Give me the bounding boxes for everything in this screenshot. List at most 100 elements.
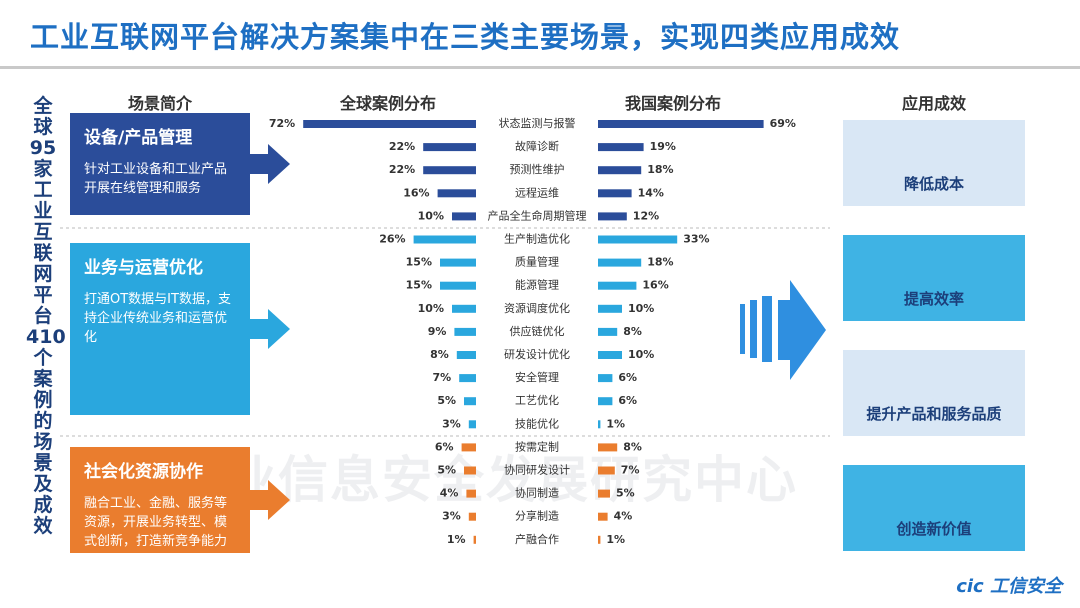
scenario-title: 设备/产品管理 [84,128,193,148]
bar [598,397,613,406]
value-label: 7% [621,464,640,477]
value-label: 6% [618,371,637,384]
category-label: 产品全生命周期管理 [488,208,587,222]
value-label: 4% [440,487,459,500]
bar [464,397,476,406]
bar [466,489,476,498]
scenario-arrow [250,144,290,184]
bar [598,281,637,290]
slide-title: 工业互联网平台解决方案集中在三类主要场景，实现四类应用成效 [30,20,901,54]
bar [598,189,632,198]
bar [598,535,601,544]
bar [423,143,476,152]
value-label: 22% [389,163,415,176]
category-label: 能源管理 [515,278,559,292]
value-label: 15% [406,256,432,269]
bar [598,166,642,175]
value-label: 10% [418,302,444,315]
scenario-arrow [250,480,290,520]
big-arrow [740,280,826,380]
effect-box: 创造新价值 [843,465,1025,551]
bar [468,420,476,429]
category-label: 状态监测与报警 [499,116,576,130]
scenario-box: 社会化资源协作融合工业、金融、服务等资源，开展业务转型、模式创新，打造新竞争能力 [70,447,250,553]
bar [598,304,622,313]
effect-title: 提升产品和服务品质 [866,405,1002,423]
value-label: 4% [614,510,633,523]
column-heading: 我国案例分布 [624,94,721,113]
scenario-box: 业务与运营优化 打通OT数据与IT数据，支持企业传统业务和运营优化 [70,243,250,415]
value-label: 8% [623,325,642,338]
bar [440,281,476,290]
column-heading: 全球案例分布 [339,94,436,113]
value-label: 19% [650,140,676,153]
value-label: 5% [437,394,456,407]
scenario-title: 业务与运营优化 [84,258,203,278]
category-label: 供应链优化 [510,324,565,338]
value-label: 8% [430,348,449,361]
bar [423,166,476,175]
bar [598,351,622,359]
value-label: 18% [647,256,673,269]
divider [0,66,1080,69]
scenario-arrow [250,309,290,349]
column-heading: 应用成效 [901,94,966,113]
value-label: 1% [606,417,625,430]
category-label: 协同制造 [515,486,559,500]
bar [437,189,476,198]
category-label: 故障诊断 [515,139,559,153]
scenario-description: 融合工业、金融、服务等资源，开展业务转型、模式创新，打造新竞争能力 [84,496,228,549]
scenario-box: 设备/产品管理针对工业设备和工业产品开展在线管理和服务 [70,113,250,215]
value-label: 10% [628,348,654,361]
value-label: 6% [618,394,637,407]
column-heading: 场景简介 [127,94,192,113]
value-label: 7% [433,371,452,384]
bar [473,535,476,544]
value-label: 1% [606,533,625,546]
value-label: 33% [683,233,709,246]
bar [598,489,610,498]
value-label: 12% [633,209,659,222]
category-label: 质量管理 [515,255,559,269]
effect-title: 创造新价值 [896,520,972,538]
bar [452,304,476,313]
category-label: 远程运维 [515,186,559,199]
value-label: 10% [628,302,654,315]
bar [452,212,476,221]
bar [598,212,627,221]
effect-box: 提升产品和服务品质 [843,350,1025,436]
bar [413,235,476,244]
value-label: 22% [389,140,415,153]
value-label: 3% [442,417,461,430]
value-label: 16% [403,186,429,199]
bar [459,374,476,383]
value-label: 5% [437,464,456,477]
value-label: 15% [406,279,432,292]
value-label: 16% [642,279,668,292]
bar [598,466,615,475]
bar [598,143,644,152]
category-label: 分享制造 [515,509,559,523]
value-label: 18% [647,163,673,176]
value-label: 72% [269,117,295,130]
value-label: 26% [379,233,405,246]
category-label: 技能优化 [515,416,559,430]
value-label: 9% [428,325,447,338]
effect-title: 提高效率 [903,290,964,308]
effect-title: 降低成本 [903,175,964,193]
bar [440,258,476,267]
value-label: 14% [638,186,664,199]
scenario-description: 针对工业设备和工业产品开展在线管理和服务 [84,162,228,196]
scenario-title: 社会化资源协作 [84,462,203,482]
value-label: 1% [447,533,466,546]
effect-box: 降低成本 [843,120,1025,206]
category-label: 资源调度优化 [504,301,570,315]
category-label: 产融合作 [515,532,559,546]
category-label: 研发设计优化 [504,347,570,361]
bar [461,443,476,452]
bar [598,258,642,267]
bar [598,374,613,383]
category-label: 协同研发设计 [504,463,570,477]
value-label: 3% [442,510,461,523]
